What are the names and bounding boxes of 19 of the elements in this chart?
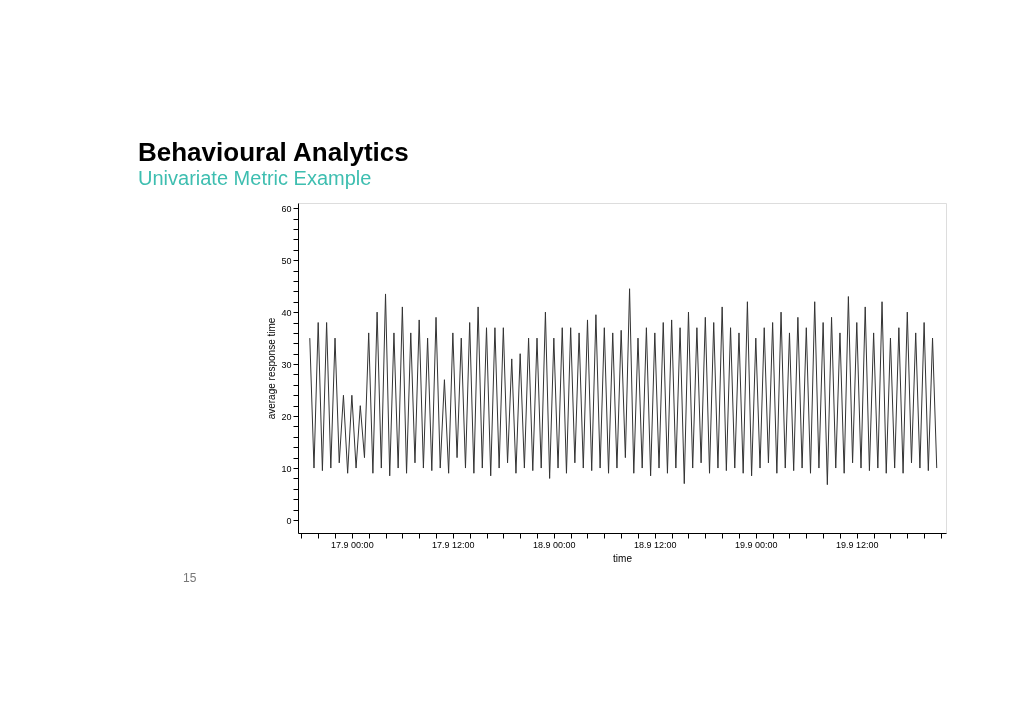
- x-tick-label: 18.9 00:00: [533, 539, 576, 550]
- y-tick-label: 50: [281, 255, 292, 266]
- x-tick-label: 19.9 00:00: [735, 539, 778, 550]
- x-tick-label: 18.9 12:00: [634, 539, 677, 550]
- chart-title: Behavioural Analytics: [138, 137, 409, 167]
- y-tick-label: 20: [281, 411, 292, 422]
- x-tick-label: 17.9 00:00: [331, 539, 374, 550]
- x-axis-title: time: [613, 552, 633, 564]
- y-tick-label: 30: [281, 359, 292, 370]
- y-axis-title: average response time: [266, 317, 278, 420]
- y-tick-label: 40: [281, 307, 292, 318]
- x-tick-label: 17.9 12:00: [432, 539, 475, 550]
- y-tick-label: 60: [281, 203, 292, 214]
- x-tick-label: 19.9 12:00: [836, 539, 879, 550]
- text: 15: [183, 571, 197, 585]
- y-tick-label: 0: [286, 515, 292, 526]
- y-tick-label: 10: [281, 463, 292, 474]
- chart-subtitle: Univariate Metric Example: [138, 167, 372, 189]
- line-series: [309, 288, 938, 486]
